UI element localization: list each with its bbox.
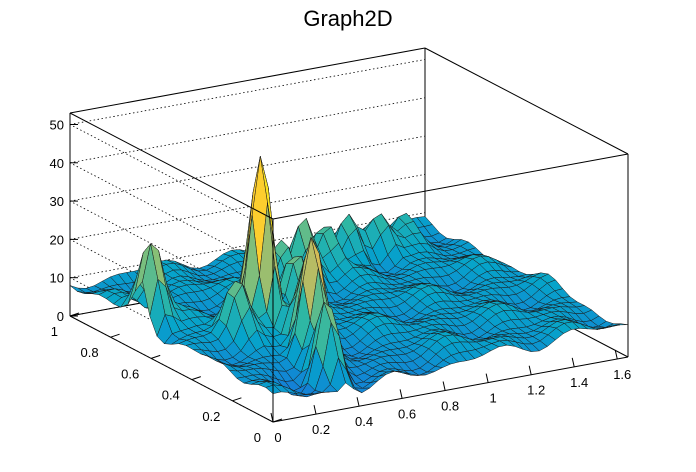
x-tick-label: 0.2: [312, 422, 330, 437]
z-tick-label: 40: [50, 156, 64, 171]
z-tick-label: 50: [50, 117, 64, 132]
y-axis-tick: [272, 418, 283, 423]
y-axis-tick: [191, 376, 201, 381]
y-tick-label: 0.2: [202, 409, 220, 424]
y-tick-label: 1: [51, 324, 58, 339]
x-tick-label: 1.2: [527, 383, 545, 398]
box-edge: [69, 112, 274, 220]
x-axis-tick: [313, 405, 317, 415]
x-tick-label: 0.8: [441, 398, 459, 413]
box-edge: [424, 47, 629, 155]
chart-title: Graph2D: [303, 6, 392, 31]
box-edge: [272, 153, 629, 220]
x-tick-label: 1.4: [570, 375, 588, 390]
z-tick-label: 20: [50, 232, 64, 247]
axes: 00.20.40.60.811.21.41.600.20.40.60.81010…: [50, 113, 631, 445]
y-axis-tick: [151, 354, 161, 359]
y-axis-tick: [232, 397, 242, 402]
z-tick-label: 10: [50, 271, 64, 286]
x-tick-label: 0.6: [398, 406, 416, 421]
x-axis-tick: [270, 412, 274, 423]
surface-mesh: [69, 155, 629, 398]
y-axis-line: [69, 315, 274, 423]
z-grid-line: [69, 124, 274, 231]
y-tick-label: 0: [254, 430, 261, 445]
x-tick-label: 0: [274, 430, 281, 445]
x-axis-tick: [571, 357, 575, 367]
z-grid-line: [69, 97, 426, 164]
z-grid-line: [69, 135, 426, 202]
z-grid-line: [69, 174, 426, 240]
y-tick-label: 0.8: [81, 345, 99, 360]
x-axis-tick: [399, 389, 403, 399]
z-tick-label: 0: [57, 309, 64, 324]
y-axis-tick: [110, 333, 120, 338]
x-tick-label: 1: [490, 391, 497, 406]
y-tick-label: 0.4: [162, 388, 180, 403]
x-axis-tick: [485, 373, 489, 383]
x-axis-tick: [442, 381, 446, 391]
z-tick-label: 30: [50, 194, 64, 209]
x-tick-label: 0.4: [355, 414, 373, 429]
front-box: [69, 112, 629, 422]
x-axis-tick: [528, 365, 532, 375]
y-tick-label: 0.6: [121, 366, 139, 381]
box-edge: [69, 47, 426, 114]
x-axis-line: [272, 356, 629, 423]
x-axis-tick: [614, 349, 618, 360]
x-tick-label: 1.6: [613, 367, 631, 382]
z-grid-line: [69, 59, 426, 125]
x-axis-tick: [356, 397, 360, 407]
